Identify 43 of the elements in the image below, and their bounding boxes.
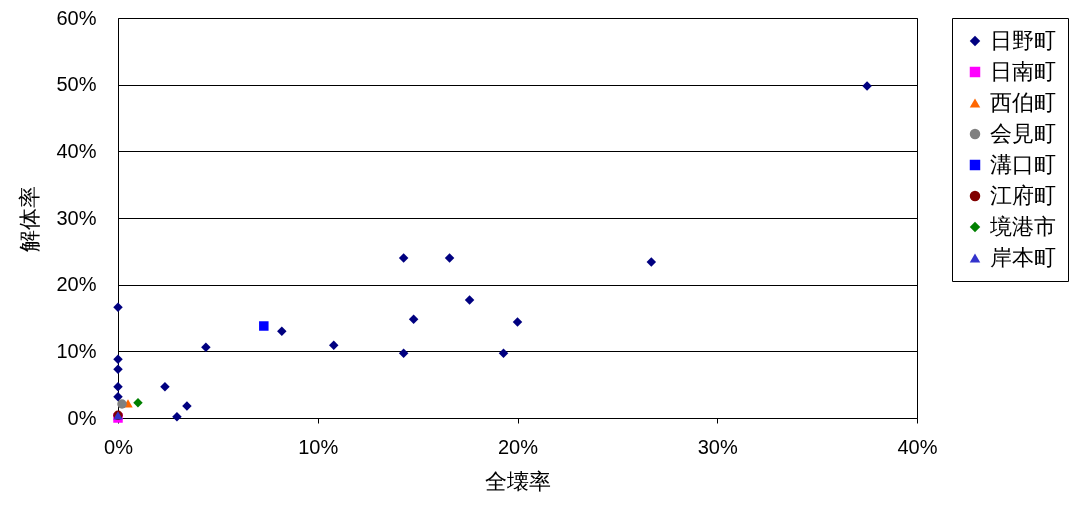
x-tick-label: 20% [497, 435, 539, 458]
point [498, 348, 509, 359]
point [512, 317, 523, 327]
legend-label: 会見町 [990, 121, 1056, 146]
legend-label: 日南町 [990, 59, 1056, 84]
y-tick-label: 0% [67, 406, 97, 429]
legend-label: 溝口町 [990, 152, 1056, 177]
point [201, 342, 211, 353]
point [113, 302, 123, 313]
point [464, 295, 475, 305]
x-tick-label: 40% [897, 435, 938, 458]
point [160, 381, 170, 392]
point [259, 321, 269, 331]
point [113, 364, 123, 375]
point [646, 257, 657, 267]
legend-label: 岸本町 [990, 245, 1056, 270]
point [113, 354, 123, 365]
x-tick-label: 10% [298, 435, 339, 458]
point [398, 253, 409, 263]
y-tick-label: 40% [56, 139, 97, 162]
point [172, 411, 182, 422]
legend-label: 日野町 [990, 28, 1056, 53]
x-tick-label: 30% [697, 435, 738, 458]
point [444, 253, 455, 263]
y-tick-label: 30% [56, 206, 97, 229]
point [113, 381, 123, 392]
point [133, 397, 143, 408]
legend-label: 西伯町 [990, 90, 1056, 115]
y-axis-title: 解体率 [17, 185, 43, 252]
x-tick-label: 0% [104, 435, 134, 458]
point [277, 326, 287, 337]
legend-label: 江府町 [990, 183, 1056, 208]
point [328, 340, 339, 351]
point [398, 348, 409, 359]
y-tick-label: 60% [56, 6, 97, 29]
y-tick-label: 50% [56, 73, 97, 96]
y-tick-label: 10% [56, 339, 97, 362]
point [408, 314, 419, 325]
x-axis-title: 全壊率 [485, 468, 551, 494]
y-tick-label: 20% [56, 273, 97, 296]
point [117, 399, 127, 409]
point [113, 391, 123, 402]
legend-label: 境港市 [989, 214, 1056, 239]
